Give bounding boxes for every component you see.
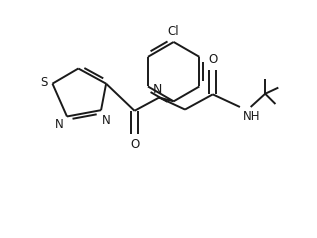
Text: S: S: [40, 76, 48, 89]
Text: N: N: [153, 83, 163, 96]
Text: O: O: [130, 138, 139, 151]
Text: NH: NH: [243, 109, 260, 123]
Text: Cl: Cl: [168, 25, 179, 38]
Text: N: N: [55, 118, 63, 131]
Text: O: O: [208, 53, 217, 66]
Text: N: N: [102, 114, 111, 127]
